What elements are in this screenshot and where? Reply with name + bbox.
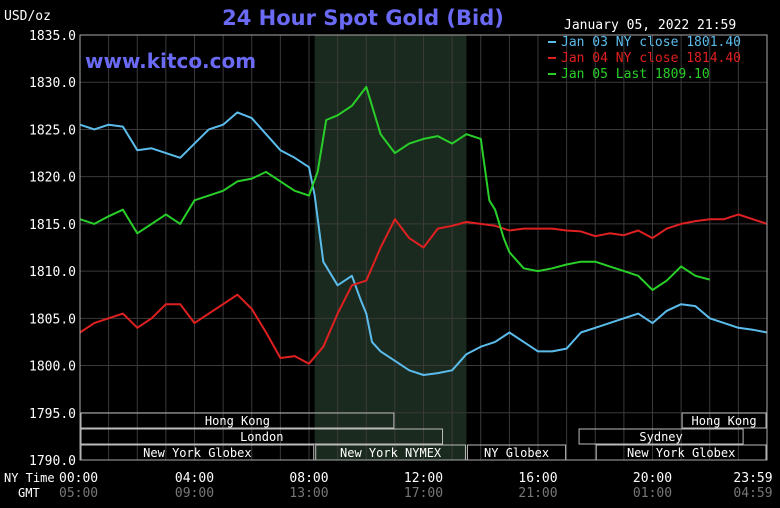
market-sessions: Hong Kong Hong Kong London Sydney New York G…: [80, 412, 767, 461]
session-label: New York NYMEX: [340, 446, 442, 460]
session-label: New York Globex: [143, 446, 251, 460]
series-line-jan-05: [79, 85, 711, 291]
legend: Jan 03 NY close 1801.40 Jan 04 NY close …: [548, 35, 741, 82]
y-tick-label: 1820.0: [29, 171, 76, 186]
session-label: Hong Kong: [692, 414, 757, 428]
session-box: [681, 412, 767, 429]
legend-label-jan05: Jan 05 Last 1809.10: [561, 67, 710, 82]
session-label: Hong Kong: [205, 414, 270, 428]
nymex-session-highlight: [314, 35, 467, 460]
session-label: NY Globex: [484, 446, 549, 460]
legend-label-jan03: Jan 03 NY close 1801.40: [561, 35, 741, 50]
plot-border: [79, 34, 768, 461]
session-sydney: Sydney: [578, 428, 744, 445]
x-tick-label-gmt: 04:59: [733, 486, 772, 501]
chart-title: 24 Hour Spot Gold (Bid): [222, 6, 504, 30]
gmt-row-label: GMT: [18, 486, 40, 500]
y-tick-label: 1815.0: [29, 218, 76, 233]
series-line-jan-03: [79, 111, 768, 376]
ny-time-row-label: NY Time: [4, 471, 55, 485]
x-tick-label-gmt: 05:00: [59, 486, 98, 501]
y-tick-label: 1810.0: [29, 265, 76, 280]
site-watermark: www.kitco.com: [85, 49, 256, 73]
x-tick-label-ny: 12:00: [404, 471, 443, 486]
x-tick-label-gmt: 01:00: [633, 486, 672, 501]
session-box: [80, 428, 444, 445]
legend-label-jan04: Jan 04 NY close 1814.40: [561, 51, 741, 66]
x-tick-label-gmt: 21:00: [518, 486, 557, 501]
session-box: [80, 412, 395, 429]
session-hong-kong: Hong Kong: [681, 412, 767, 429]
y-tick-label: 1800.0: [29, 360, 76, 375]
session-london: London: [80, 428, 444, 445]
session-label: London: [240, 430, 283, 444]
session-box: [578, 428, 744, 445]
x-tick-label-gmt: 09:00: [175, 486, 214, 501]
y-tick-label: 1825.0: [29, 123, 76, 138]
x-tick-label-ny: 00:00: [59, 471, 98, 486]
session-label: New York Globex: [627, 446, 735, 460]
session-label: Sydney: [639, 430, 682, 444]
x-tick-label-gmt: 17:00: [404, 486, 443, 501]
x-tick-label-gmt: 13:00: [289, 486, 328, 501]
session-hong-kong: Hong Kong: [80, 412, 395, 429]
y-tick-label: 1795.0: [29, 407, 76, 422]
grid-lines: [80, 34, 767, 461]
y-tick-label: 1835.0: [29, 29, 76, 44]
series-line-jan-04: [79, 213, 768, 365]
series-lines: [79, 85, 768, 376]
y-axis-unit: USD/oz: [4, 9, 51, 24]
y-tick-labels: 1835.0 1830.0 1825.0 1820.0 1815.0 1810.0 1805…: [29, 29, 76, 469]
x-tick-label-ny: 23:59: [733, 471, 772, 486]
y-tick-label: 1805.0: [29, 312, 76, 327]
timestamp: January 05, 2022 21:59: [564, 18, 736, 33]
y-tick-label: 1830.0: [29, 76, 76, 91]
x-tick-label-ny: 20:00: [633, 471, 672, 486]
y-tick-label: 1790.0: [29, 454, 76, 469]
x-tick-label-ny: 08:00: [289, 471, 328, 486]
x-tick-label-ny: 16:00: [518, 471, 557, 486]
x-tick-label-ny: 04:00: [175, 471, 214, 486]
